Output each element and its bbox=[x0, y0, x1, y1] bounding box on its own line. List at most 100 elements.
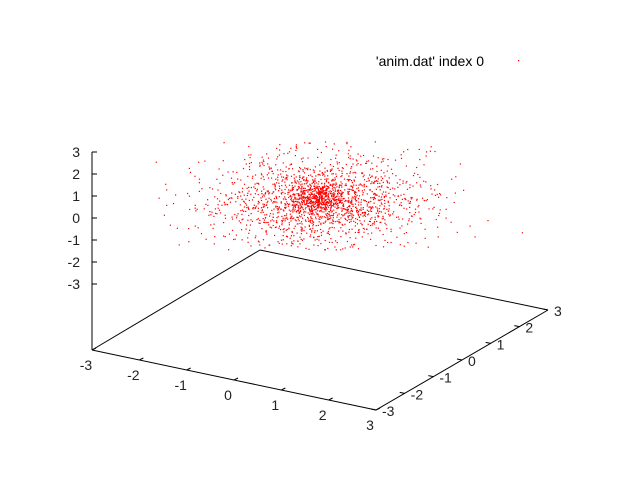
data-point bbox=[163, 214, 165, 216]
y-tick-mark bbox=[542, 308, 549, 311]
data-point bbox=[406, 180, 408, 183]
data-point bbox=[330, 204, 332, 206]
data-point bbox=[240, 222, 242, 224]
data-point bbox=[332, 148, 334, 150]
data-point bbox=[353, 244, 355, 246]
data-point bbox=[303, 201, 305, 203]
data-point bbox=[360, 207, 362, 209]
data-point bbox=[300, 210, 302, 213]
data-point bbox=[319, 218, 321, 220]
data-point bbox=[346, 207, 348, 209]
data-point bbox=[407, 242, 409, 244]
data-point bbox=[309, 199, 311, 201]
data-point bbox=[289, 217, 291, 220]
data-point bbox=[295, 149, 297, 151]
data-point bbox=[385, 194, 387, 196]
data-point bbox=[278, 225, 281, 227]
data-point bbox=[300, 195, 302, 197]
data-point bbox=[288, 203, 290, 206]
data-point bbox=[316, 199, 318, 201]
data-point bbox=[408, 220, 410, 222]
data-point bbox=[315, 225, 317, 227]
data-point bbox=[327, 196, 329, 198]
data-point bbox=[254, 174, 257, 176]
data-point bbox=[195, 210, 197, 212]
data-point bbox=[332, 217, 334, 219]
data-point bbox=[368, 213, 370, 215]
data-point bbox=[376, 194, 378, 196]
data-point bbox=[318, 204, 320, 206]
data-point bbox=[426, 151, 428, 153]
data-point bbox=[242, 218, 244, 220]
data-point bbox=[326, 170, 329, 172]
data-point bbox=[342, 230, 344, 232]
data-point bbox=[350, 146, 352, 148]
data-point bbox=[194, 225, 196, 227]
data-point bbox=[285, 229, 287, 231]
data-point bbox=[304, 208, 306, 210]
data-point bbox=[307, 169, 309, 171]
data-point bbox=[267, 191, 269, 193]
data-point bbox=[336, 161, 338, 163]
data-point bbox=[288, 167, 290, 170]
data-point bbox=[371, 232, 373, 234]
y-tick-label: 0 bbox=[468, 353, 476, 369]
data-point bbox=[290, 190, 292, 192]
data-point bbox=[313, 171, 315, 174]
data-point bbox=[282, 217, 284, 219]
data-point bbox=[281, 222, 283, 224]
data-point bbox=[243, 201, 245, 203]
data-point bbox=[323, 193, 325, 195]
data-point bbox=[373, 193, 375, 195]
data-point bbox=[275, 195, 277, 197]
data-point bbox=[356, 160, 358, 162]
data-point bbox=[362, 172, 364, 174]
data-point bbox=[349, 172, 351, 174]
data-point bbox=[430, 188, 432, 190]
data-point bbox=[341, 183, 343, 185]
data-point bbox=[313, 214, 315, 216]
data-point bbox=[416, 166, 418, 169]
data-point bbox=[285, 166, 287, 168]
data-point bbox=[275, 221, 277, 223]
data-point bbox=[345, 184, 347, 187]
data-point bbox=[287, 193, 289, 195]
data-point bbox=[301, 193, 303, 195]
data-point bbox=[326, 215, 328, 217]
data-point bbox=[268, 166, 270, 168]
data-point bbox=[310, 174, 312, 176]
data-point bbox=[260, 173, 262, 175]
data-point bbox=[375, 180, 377, 182]
data-point bbox=[419, 184, 421, 186]
data-point bbox=[262, 186, 264, 188]
data-point bbox=[349, 214, 351, 217]
data-point bbox=[331, 241, 333, 244]
data-point bbox=[454, 192, 456, 194]
y-tick-label: 2 bbox=[525, 320, 533, 336]
data-point bbox=[387, 165, 389, 167]
data-point bbox=[334, 177, 336, 179]
data-point bbox=[374, 193, 376, 195]
data-point bbox=[301, 206, 303, 208]
data-point bbox=[333, 194, 335, 196]
data-point bbox=[301, 183, 303, 185]
data-point bbox=[347, 193, 349, 195]
data-point bbox=[294, 179, 296, 181]
data-point bbox=[243, 206, 246, 208]
data-point bbox=[366, 201, 368, 203]
data-point bbox=[410, 215, 413, 217]
data-point bbox=[315, 218, 317, 220]
data-point bbox=[347, 192, 349, 194]
data-point bbox=[319, 210, 321, 212]
data-point bbox=[350, 219, 352, 221]
data-point bbox=[383, 205, 386, 207]
data-point bbox=[278, 211, 280, 213]
data-point bbox=[370, 207, 372, 209]
data-point bbox=[329, 183, 331, 186]
data-point bbox=[380, 161, 382, 163]
data-point bbox=[317, 190, 319, 192]
data-point bbox=[424, 228, 426, 230]
data-point bbox=[301, 239, 303, 241]
data-point bbox=[323, 208, 325, 210]
data-point bbox=[387, 200, 389, 202]
